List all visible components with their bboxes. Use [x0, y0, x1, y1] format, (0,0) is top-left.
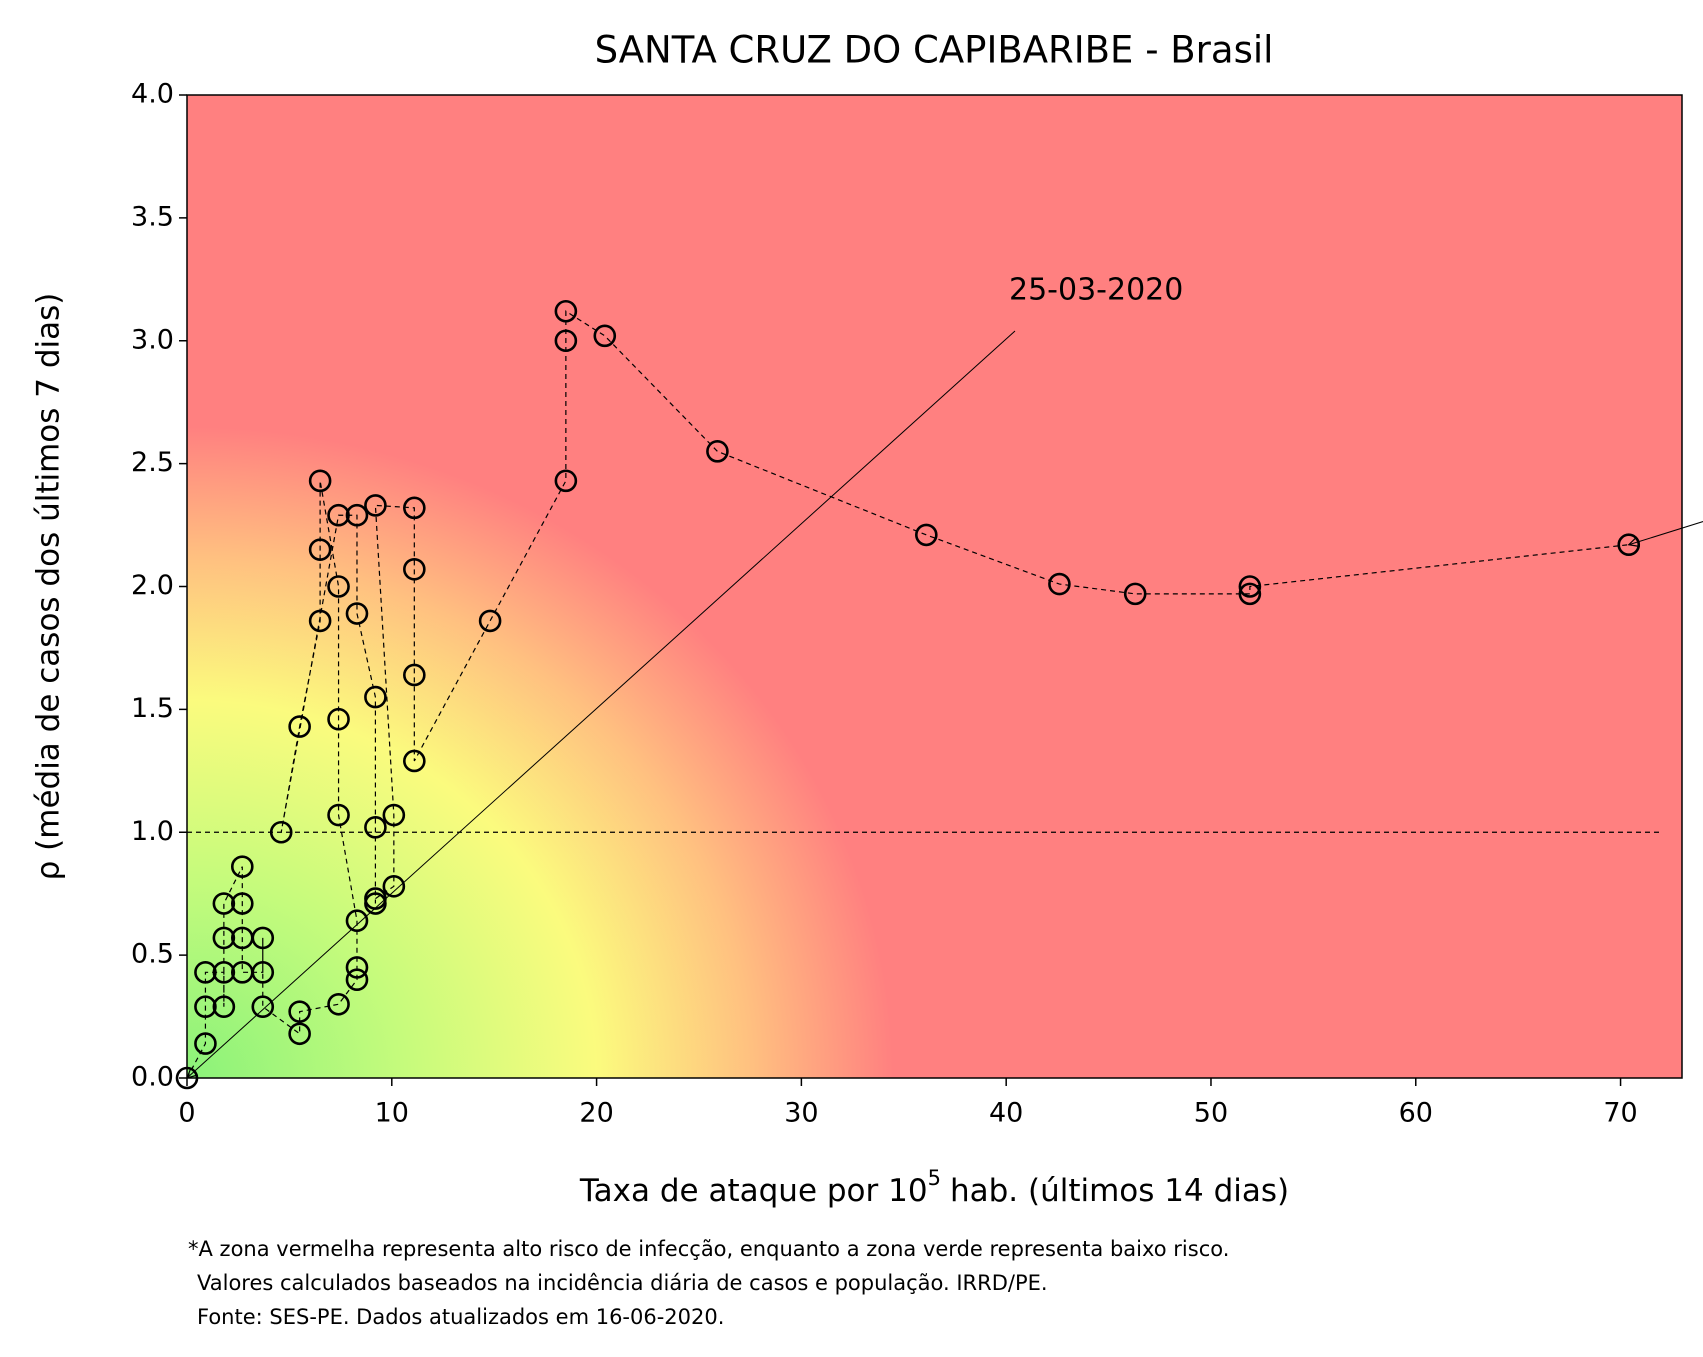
data-point	[327, 803, 350, 827]
x-tick-label: 30	[784, 1098, 818, 1129]
x-axis-label: Taxa de ataque por 105 hab. (últimos 14 d…	[579, 1166, 1289, 1209]
data-point	[327, 575, 350, 598]
data-point	[345, 602, 369, 625]
data-point	[251, 961, 275, 984]
footnote: Valores calculados baseados na incidênci…	[197, 1271, 1048, 1295]
data-point	[403, 557, 426, 581]
y-tick-label: 2.5	[131, 447, 174, 478]
x-tick-label: 40	[989, 1098, 1023, 1129]
data-point	[345, 968, 369, 992]
x-tick-label: 0	[178, 1098, 195, 1129]
x-axis-label-exponent: 5	[928, 1166, 941, 1190]
y-tick-label: 3.5	[131, 201, 174, 232]
x-tick-label: 20	[579, 1098, 613, 1129]
x-tick-label: 60	[1399, 1098, 1433, 1129]
data-point	[554, 469, 578, 493]
data-point	[308, 469, 332, 493]
annotation-label: 25-03-2020	[1009, 273, 1183, 308]
data-point	[251, 995, 275, 1019]
y-tick-label: 0.5	[131, 939, 174, 970]
data-point	[288, 1000, 311, 1023]
data-point	[212, 926, 236, 950]
trajectory-line	[186, 310, 1629, 1079]
data-point	[327, 707, 350, 731]
y-tick-label: 3.0	[131, 324, 174, 355]
x-axis-label-part: Taxa de ataque por 10	[579, 1173, 928, 1209]
data-point	[706, 440, 729, 463]
data-point	[194, 1032, 217, 1055]
data-point	[308, 609, 332, 633]
data-point	[288, 1022, 311, 1046]
y-tick-label: 1.0	[131, 816, 174, 847]
data-point	[345, 503, 369, 527]
data-point	[364, 685, 387, 709]
data-point	[364, 494, 387, 517]
y-tick-label: 4.0	[131, 79, 174, 110]
data-point	[194, 961, 217, 984]
data-point	[230, 892, 254, 915]
data-point	[345, 909, 369, 933]
data-point	[327, 992, 350, 1016]
risk-gradient	[187, 95, 1682, 1078]
data-point	[403, 496, 426, 520]
plot-frame	[186, 94, 1683, 1079]
x-tick-label: 70	[1603, 1098, 1637, 1129]
footnote: Fonte: SES-PE. Dados atualizados em 16-0…	[197, 1305, 724, 1329]
data-point	[194, 995, 217, 1019]
y-tick-label: 2.0	[131, 570, 174, 601]
data-point	[593, 324, 617, 348]
y-tick-label: 0.0	[131, 1062, 174, 1093]
annotation-arrow	[187, 330, 1016, 1078]
data-point	[1238, 582, 1262, 606]
y-tick-label: 1.5	[131, 693, 174, 724]
data-point	[230, 855, 254, 878]
x-tick-label: 10	[375, 1098, 409, 1129]
data-point	[288, 715, 311, 738]
x-tick-label: 50	[1194, 1098, 1228, 1129]
data-point	[554, 299, 578, 323]
footnote: *A zona vermelha representa alto risco d…	[188, 1237, 1229, 1261]
data-point	[212, 961, 236, 984]
data-point	[403, 749, 426, 773]
data-point	[1238, 575, 1262, 598]
data-point	[251, 926, 275, 950]
data-point	[478, 609, 502, 633]
chart-title: SANTA CRUZ DO CAPIBARIBE - Brasil	[595, 29, 1274, 72]
data-point	[1048, 572, 1071, 596]
data-point	[915, 523, 938, 547]
data-point	[327, 503, 350, 527]
data-point	[269, 820, 293, 844]
data-point	[345, 956, 369, 979]
x-axis-label-part: hab. (últimos 14 dias)	[950, 1173, 1289, 1209]
data-point	[308, 538, 332, 561]
data-point	[364, 816, 387, 839]
data-point	[212, 892, 236, 915]
data-point	[554, 329, 578, 353]
data-point	[212, 995, 236, 1019]
data-point	[382, 875, 406, 898]
data-point	[382, 803, 406, 827]
data-point	[403, 663, 426, 687]
data-point	[1123, 582, 1147, 606]
y-axis-label: ρ (média de casos dos últimos 7 dias)	[31, 293, 67, 881]
